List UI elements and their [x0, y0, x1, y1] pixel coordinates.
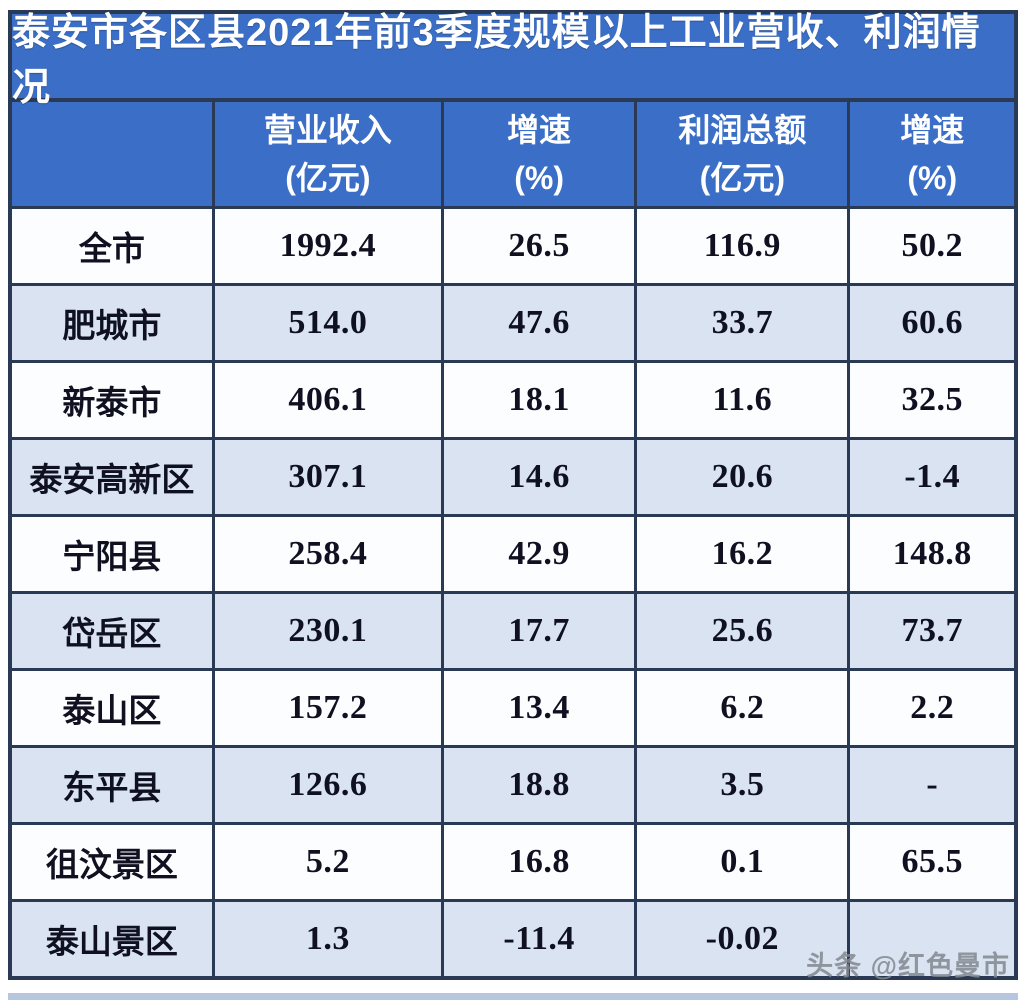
page-title: 泰安市各区县2021年前3季度规模以上工业营收、利润情况 — [12, 12, 981, 109]
cell-revenue: 258.4 — [211, 514, 445, 594]
cell-revenue: 406.1 — [211, 360, 445, 440]
table-row: 徂汶景区 5.2 16.8 0.1 65.5 — [8, 822, 1018, 902]
table-header: 营业收入 (亿元) 增速 (%) 利润总额 (亿元) 增速 (%) — [8, 98, 1018, 209]
table-row: 肥城市 514.0 47.6 33.7 60.6 — [8, 283, 1018, 363]
cell-profit-growth: 50.2 — [847, 206, 1018, 286]
cell-profit-growth: - — [847, 745, 1018, 825]
cell-region-name: 泰安高新区 — [8, 437, 215, 517]
header-cell-region — [8, 98, 215, 209]
cell-profit: 6.2 — [634, 668, 851, 748]
cell-revenue-growth: 13.4 — [441, 668, 638, 748]
cell-profit-growth — [847, 899, 1018, 980]
table-row: 宁阳县 258.4 42.9 16.2 148.8 — [8, 514, 1018, 594]
cell-profit: 116.9 — [634, 206, 851, 286]
bottom-strip-decoration — [8, 993, 1018, 1000]
table-row: 泰山景区 1.3 -11.4 -0.02 — [8, 899, 1018, 980]
cell-revenue-growth: 26.5 — [441, 206, 638, 286]
header-cell-revenue-growth: 增速 (%) — [441, 98, 638, 209]
cell-profit: 11.6 — [634, 360, 851, 440]
header-row: 营业收入 (亿元) 增速 (%) 利润总额 (亿元) 增速 (%) — [8, 98, 1018, 209]
cell-region-name: 东平县 — [8, 745, 215, 825]
cell-profit-growth: 148.8 — [847, 514, 1018, 594]
cell-profit: 3.5 — [634, 745, 851, 825]
cell-revenue-growth: 16.8 — [441, 822, 638, 902]
industry-stats-table: 营业收入 (亿元) 增速 (%) 利润总额 (亿元) 增速 (%) — [8, 98, 1018, 980]
table-row: 新泰市 406.1 18.1 11.6 32.5 — [8, 360, 1018, 440]
cell-region-name: 肥城市 — [8, 283, 215, 363]
toutiao-watermark: 头条 @红色曼市 — [806, 951, 1010, 981]
table-body: 全市 1992.4 26.5 116.9 50.2 肥城市 514.0 47.6… — [8, 206, 1018, 980]
cell-revenue-growth: -11.4 — [441, 899, 638, 980]
cell-revenue-growth: 42.9 — [441, 514, 638, 594]
cell-revenue: 307.1 — [211, 437, 445, 517]
cell-revenue: 514.0 — [211, 283, 445, 363]
cell-revenue-growth: 14.6 — [441, 437, 638, 517]
cell-revenue: 1.3 — [211, 899, 445, 980]
cell-profit-growth: 65.5 — [847, 822, 1018, 902]
cell-profit-growth: 60.6 — [847, 283, 1018, 363]
table-row: 泰安高新区 307.1 14.6 20.6 -1.4 — [8, 437, 1018, 517]
table-row: 岱岳区 230.1 17.7 25.6 73.7 — [8, 591, 1018, 671]
cell-revenue-growth: 17.7 — [441, 591, 638, 671]
cell-profit-growth: 2.2 — [847, 668, 1018, 748]
cell-revenue: 1992.4 — [211, 206, 445, 286]
cell-profit-growth: 32.5 — [847, 360, 1018, 440]
cell-region-name: 徂汶景区 — [8, 822, 215, 902]
cell-region-name: 泰山景区 — [8, 899, 215, 980]
cell-profit: -0.02 — [634, 899, 851, 980]
table-row: 东平县 126.6 18.8 3.5 - — [8, 745, 1018, 825]
header-cell-profit-growth: 增速 (%) — [847, 98, 1018, 209]
cell-profit: 33.7 — [634, 283, 851, 363]
cell-profit: 0.1 — [634, 822, 851, 902]
cell-revenue: 126.6 — [211, 745, 445, 825]
header-cell-profit: 利润总额 (亿元) — [634, 98, 851, 209]
cell-profit: 20.6 — [634, 437, 851, 517]
cell-region-name: 新泰市 — [8, 360, 215, 440]
cell-revenue-growth: 18.8 — [441, 745, 638, 825]
cell-region-name: 岱岳区 — [8, 591, 215, 671]
cell-revenue-growth: 47.6 — [441, 283, 638, 363]
cell-revenue: 5.2 — [211, 822, 445, 902]
title-bar: 泰安市各区县2021年前3季度规模以上工业营收、利润情况 — [8, 10, 1018, 109]
table-row: 全市 1992.4 26.5 116.9 50.2 — [8, 206, 1018, 286]
cell-revenue: 157.2 — [211, 668, 445, 748]
cell-region-name: 全市 — [8, 206, 215, 286]
cell-region-name: 泰山区 — [8, 668, 215, 748]
table-row: 泰山区 157.2 13.4 6.2 2.2 — [8, 668, 1018, 748]
cell-profit-growth: 73.7 — [847, 591, 1018, 671]
cell-profit-growth: -1.4 — [847, 437, 1018, 517]
cell-profit: 25.6 — [634, 591, 851, 671]
header-cell-revenue: 营业收入 (亿元) — [211, 98, 445, 209]
cell-profit: 16.2 — [634, 514, 851, 594]
cell-region-name: 宁阳县 — [8, 514, 215, 594]
statistics-sheet: 泰安市各区县2021年前3季度规模以上工业营收、利润情况 营业收入 — [8, 10, 1018, 980]
cell-revenue-growth: 18.1 — [441, 360, 638, 440]
cell-revenue: 230.1 — [211, 591, 445, 671]
